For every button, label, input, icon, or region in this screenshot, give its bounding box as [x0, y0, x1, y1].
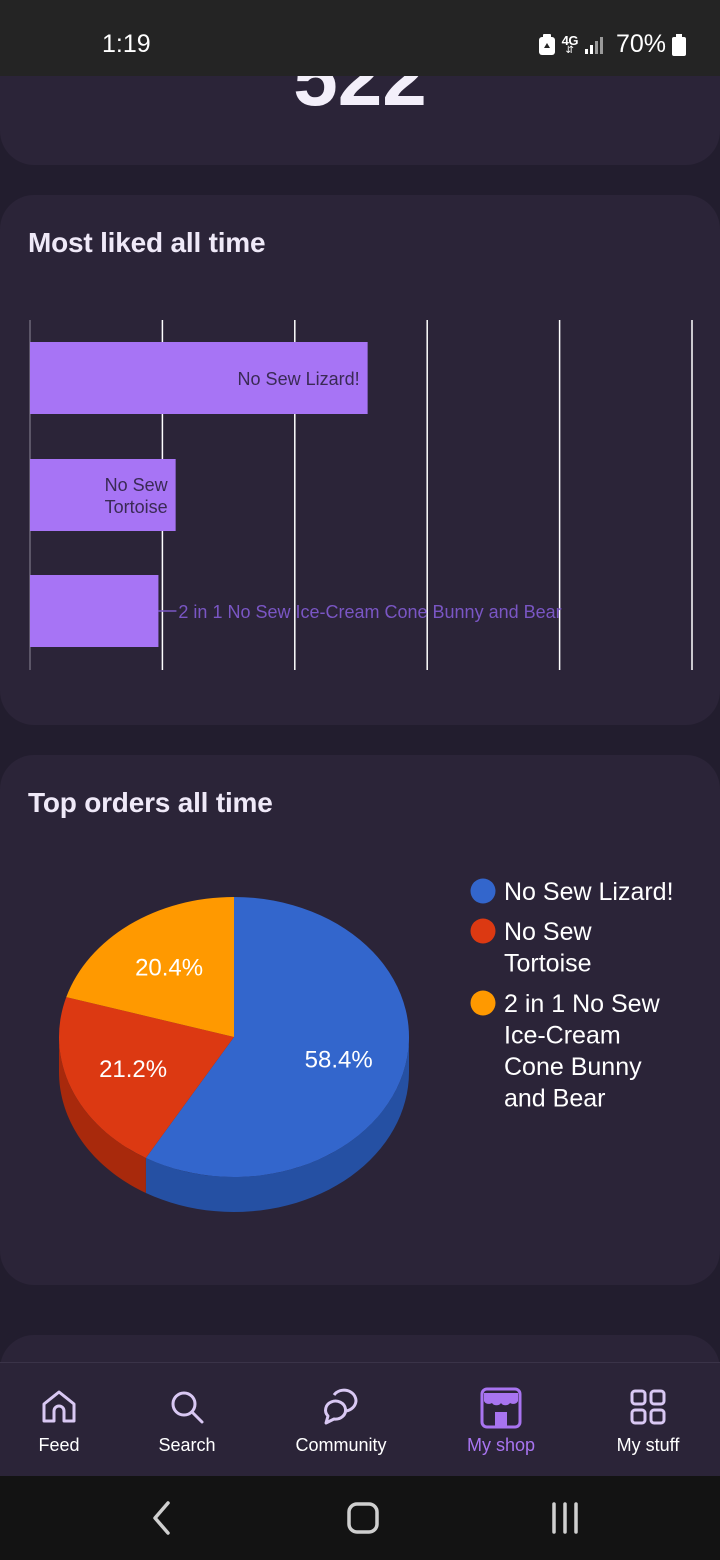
pie-slice-2[interactable]: [59, 997, 235, 1158]
legend-label-2: Tortoise: [504, 950, 592, 978]
pie-side-2: [59, 1037, 146, 1193]
bar-3[interactable]: [30, 575, 159, 647]
nav-my-stuff[interactable]: My stuff: [600, 1363, 696, 1477]
legend-label-3: 2 in 1 No Sew: [504, 990, 661, 1018]
legend-label-3: Cone Bunny: [504, 1053, 642, 1081]
nav-community-label: Community: [295, 1435, 387, 1455]
battery-percent: 70%: [615, 30, 666, 58]
shop-icon: [480, 1387, 522, 1429]
nav-community[interactable]: Community: [280, 1363, 402, 1477]
legend-label-1: No Sew Lizard!: [504, 878, 674, 906]
search-icon: [171, 1391, 204, 1424]
community-icon: [324, 1388, 358, 1425]
home-button-icon[interactable]: [346, 1501, 380, 1535]
home-icon: [42, 1390, 76, 1423]
most-liked-title: Most liked all time: [28, 227, 266, 258]
legend-label-3: and Bear: [504, 1085, 605, 1113]
bar-label-3: 2 in 1 No Sew Ice-Cream Cone Bunny and B…: [178, 602, 561, 622]
pie-value-label-3: 20.4%: [135, 954, 203, 981]
legend-marker-2: [470, 918, 496, 944]
status-time: 1:19: [102, 30, 151, 58]
pie-side-1: [145, 1037, 409, 1212]
legend-marker-3: [470, 990, 496, 1016]
nav-feed[interactable]: Feed: [14, 1363, 104, 1477]
system-nav-bar: [0, 1476, 720, 1560]
battery-icon: [672, 33, 686, 56]
signal-icon: [584, 36, 603, 54]
recycle-notification-icon: [538, 33, 555, 55]
bottom-nav: Feed Search Community My shop: [0, 1362, 720, 1476]
status-bar: 1:19 4G ⇵ 70%: [0, 0, 720, 76]
back-icon[interactable]: [150, 1500, 174, 1536]
recents-icon[interactable]: [550, 1502, 580, 1534]
top-orders-card: Top orders all time 58.4% 21.2% 20.4% No Se…: [0, 755, 720, 1285]
pie-slice-3[interactable]: [66, 897, 234, 1037]
most-liked-card: Most liked all time No Sew Lizard! No Sew…: [0, 195, 720, 725]
top-orders-title: Top orders all time: [28, 787, 273, 818]
nav-my-shop[interactable]: My shop: [452, 1363, 550, 1477]
pie-value-label-2: 21.2%: [99, 1056, 167, 1083]
legend-label-2: No Sew: [504, 918, 592, 946]
grid-icon: [630, 1389, 666, 1425]
legend-marker-1: [470, 878, 496, 904]
pie-value-label-1: 58.4%: [305, 1047, 373, 1074]
status-icons: 4G ⇵ 70%: [538, 30, 686, 59]
nav-my-shop-label: My shop: [466, 1435, 536, 1455]
bar-label-1: No Sew Lizard!: [238, 369, 360, 389]
bar-2[interactable]: [30, 459, 176, 531]
network-type: 4G ⇵: [561, 32, 579, 56]
top-orders-pie-chart: 58.4% 21.2% 20.4% No Sew Lizard! No Sew Torto…: [59, 878, 674, 1212]
nav-feed-label: Feed: [38, 1435, 80, 1455]
bar-label-2: Tortoise: [105, 497, 168, 517]
pie-slice-1[interactable]: [145, 897, 410, 1177]
nav-search-label: Search: [158, 1435, 216, 1455]
legend-label-3: Ice-Cream: [504, 1022, 621, 1050]
bar-label-2: No Sew: [105, 475, 169, 495]
nav-my-stuff-label: My stuff: [616, 1435, 680, 1455]
bar-1[interactable]: [30, 342, 368, 414]
nav-search[interactable]: Search: [138, 1363, 236, 1477]
